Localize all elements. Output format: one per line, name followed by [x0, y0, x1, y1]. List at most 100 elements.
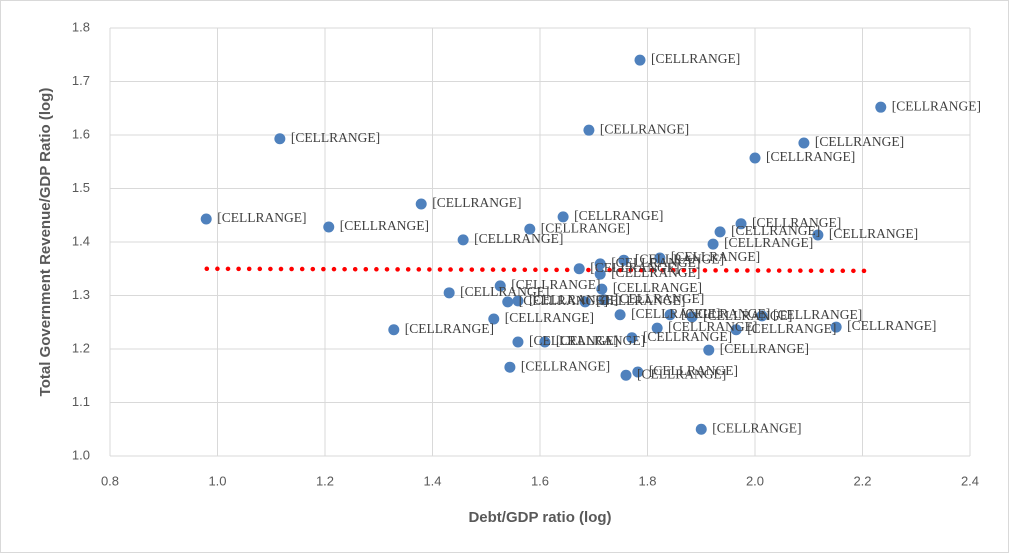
x-tick-label: 2.4 — [961, 473, 979, 488]
data-point — [614, 309, 626, 321]
data-point — [594, 268, 606, 280]
point-label: [CELLRANGE] — [529, 333, 618, 348]
point-label: [CELLRANGE] — [671, 249, 760, 264]
point-label: [CELLRANGE] — [511, 277, 600, 292]
data-point — [664, 309, 676, 321]
y-tick-label: 1.5 — [72, 180, 90, 195]
point-label: [CELLRANGE] — [747, 321, 836, 336]
point-label: [CELLRANGE] — [649, 363, 738, 378]
point-label: [CELLRANGE] — [668, 319, 757, 334]
data-point — [573, 263, 585, 275]
data-point — [651, 322, 663, 334]
point-label: [CELLRANGE] — [815, 134, 904, 149]
y-axis-title: Total Government Revenue/GDP Ratio (log) — [37, 88, 54, 397]
point-label: [CELLRANGE] — [724, 235, 813, 250]
point-label: [CELLRANGE] — [773, 307, 862, 322]
data-point — [583, 124, 595, 136]
data-point — [730, 324, 742, 336]
data-point — [415, 198, 427, 210]
data-point — [557, 211, 569, 223]
data-point — [626, 332, 638, 344]
y-tick-label: 1.0 — [72, 447, 90, 462]
data-point — [654, 252, 666, 264]
point-label: [CELLRANGE] — [217, 210, 306, 225]
x-tick-label: 1.8 — [638, 473, 656, 488]
point-label: [CELLRANGE] — [631, 306, 720, 321]
data-point — [749, 152, 761, 164]
data-point — [703, 344, 715, 356]
data-point — [579, 296, 591, 308]
point-label: [CELLRANGE] — [596, 293, 685, 308]
point-label: [CELLRANGE] — [615, 291, 704, 306]
point-label: [CELLRANGE] — [651, 51, 740, 66]
data-point — [707, 238, 719, 250]
data-point — [388, 324, 400, 336]
data-point — [502, 296, 514, 308]
data-point — [539, 336, 551, 348]
x-axis-title: Debt/GDP ratio (log) — [468, 509, 611, 526]
data-point — [512, 336, 524, 348]
data-point — [594, 258, 606, 270]
x-tick-label: 1.6 — [531, 473, 549, 488]
data-point — [274, 133, 286, 145]
data-point — [598, 294, 610, 306]
data-point — [618, 254, 630, 266]
data-point — [735, 218, 747, 230]
data-point — [830, 321, 842, 333]
point-label: [CELLRANGE] — [460, 284, 549, 299]
data-point — [695, 423, 707, 435]
point-label: [CELLRANGE] — [432, 195, 521, 210]
point-label: [CELLRANGE] — [613, 280, 702, 295]
point-label: [CELLRANGE] — [681, 306, 770, 321]
point-label: [CELLRANGE] — [611, 255, 700, 270]
data-point — [494, 280, 506, 292]
data-point — [596, 283, 608, 295]
x-tick-label: 1.2 — [316, 473, 334, 488]
point-label: [CELLRANGE] — [474, 231, 563, 246]
point-label: [CELLRANGE] — [556, 333, 645, 348]
data-point — [756, 310, 768, 322]
x-tick-label: 1.0 — [208, 473, 226, 488]
data-point — [512, 295, 524, 307]
data-point — [323, 221, 335, 233]
point-label: [CELLRANGE] — [720, 341, 809, 356]
data-point — [200, 213, 212, 225]
point-label: [CELLRANGE] — [590, 260, 679, 275]
point-label: [CELLRANGE] — [529, 292, 618, 307]
point-label: [CELLRANGE] — [847, 318, 936, 333]
point-label: [CELLRANGE] — [574, 208, 663, 223]
point-label: [CELLRANGE] — [340, 218, 429, 233]
y-tick-label: 1.3 — [72, 287, 90, 302]
y-tick-label: 1.6 — [72, 126, 90, 141]
point-label: [CELLRANGE] — [752, 215, 841, 230]
data-point — [714, 226, 726, 238]
x-tick-label: 2.0 — [746, 473, 764, 488]
x-tick-label: 0.8 — [101, 473, 119, 488]
point-label: [CELLRANGE] — [637, 366, 726, 381]
point-label: [CELLRANGE] — [611, 265, 700, 280]
data-point — [620, 369, 632, 381]
point-label: [CELLRANGE] — [505, 310, 594, 325]
data-point — [875, 101, 887, 113]
data-point — [488, 313, 500, 325]
point-label: [CELLRANGE] — [541, 220, 630, 235]
y-tick-label: 1.2 — [72, 340, 90, 355]
point-label: [CELLRANGE] — [766, 149, 855, 164]
point-label: [CELLRANGE] — [635, 251, 724, 266]
point-label: [CELLRANGE] — [712, 420, 801, 435]
point-label: [CELLRANGE] — [291, 130, 380, 145]
y-tick-label: 1.4 — [72, 233, 90, 248]
point-label: [CELLRANGE] — [829, 226, 918, 241]
data-point — [504, 361, 516, 373]
point-label: [CELLRANGE] — [703, 308, 792, 323]
data-point — [798, 137, 810, 149]
data-point — [632, 366, 644, 378]
point-label: [CELLRANGE] — [405, 321, 494, 336]
data-point — [457, 234, 469, 246]
point-label: [CELLRANGE] — [731, 223, 820, 238]
data-point — [686, 311, 698, 323]
point-label: [CELLRANGE] — [892, 98, 981, 113]
x-tick-label: 2.2 — [853, 473, 871, 488]
